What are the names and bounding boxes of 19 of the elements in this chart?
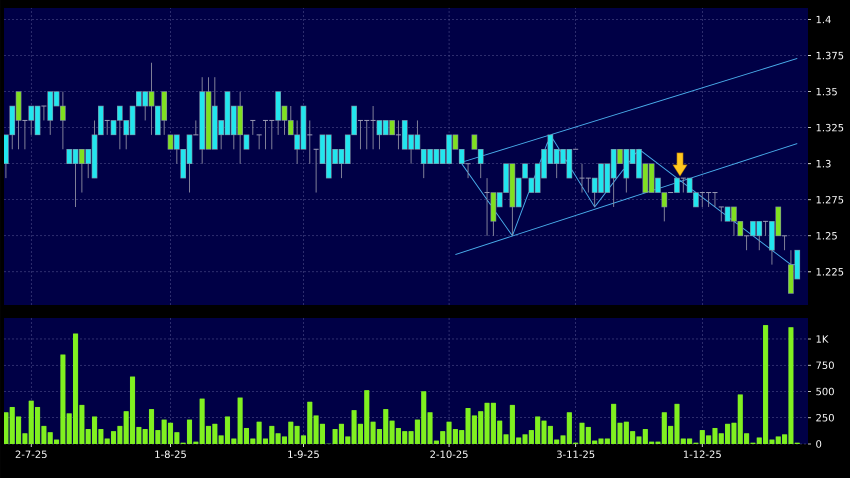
y-tick-label: 1.35 [816, 88, 837, 96]
y-tick-label: 250 [816, 414, 834, 422]
y-tick-label: 1.3 [816, 160, 831, 168]
x-tick-label: 1-8-25 [155, 450, 186, 458]
y-tick-label: 1.375 [816, 52, 844, 60]
y-tick-label: 1.4 [816, 16, 831, 24]
x-tick-label: 1-9-25 [288, 450, 319, 458]
y-tick-label: 1.275 [816, 196, 844, 204]
y-tick-label: 500 [816, 388, 834, 396]
x-tick-label: 2-10-25 [430, 450, 468, 458]
y-tick-label: 1K [816, 335, 829, 343]
y-tick-label: 1.325 [816, 124, 844, 132]
x-tick-label: 3-11-25 [557, 450, 594, 458]
y-tick-label: 0 [816, 440, 822, 448]
y-tick-label: 1.225 [816, 268, 844, 276]
x-tick-label: 2-7-25 [16, 450, 47, 458]
y-tick-label: 1.25 [816, 232, 837, 240]
x-tick-label: 1-12-25 [684, 450, 721, 458]
y-tick-label: 750 [816, 361, 834, 370]
